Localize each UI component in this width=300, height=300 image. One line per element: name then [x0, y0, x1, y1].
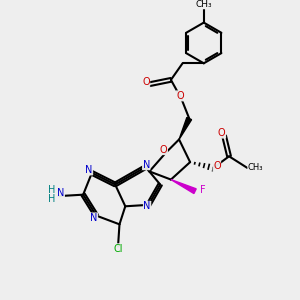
Text: O: O — [142, 77, 150, 87]
Text: N: N — [85, 165, 93, 175]
Text: H: H — [48, 185, 56, 195]
Text: O: O — [160, 145, 167, 154]
Text: O: O — [218, 128, 226, 138]
Text: Cl: Cl — [113, 244, 123, 254]
Text: CH₃: CH₃ — [248, 164, 263, 172]
Text: F: F — [200, 185, 205, 195]
Text: CH₃: CH₃ — [196, 0, 212, 9]
Text: O: O — [213, 161, 221, 172]
Text: N: N — [57, 188, 64, 198]
Text: N: N — [90, 213, 98, 223]
Text: H: H — [48, 194, 56, 204]
Polygon shape — [179, 117, 192, 140]
Text: O: O — [176, 91, 184, 101]
Text: N: N — [143, 201, 151, 211]
Text: N: N — [142, 160, 150, 170]
Polygon shape — [171, 180, 196, 194]
